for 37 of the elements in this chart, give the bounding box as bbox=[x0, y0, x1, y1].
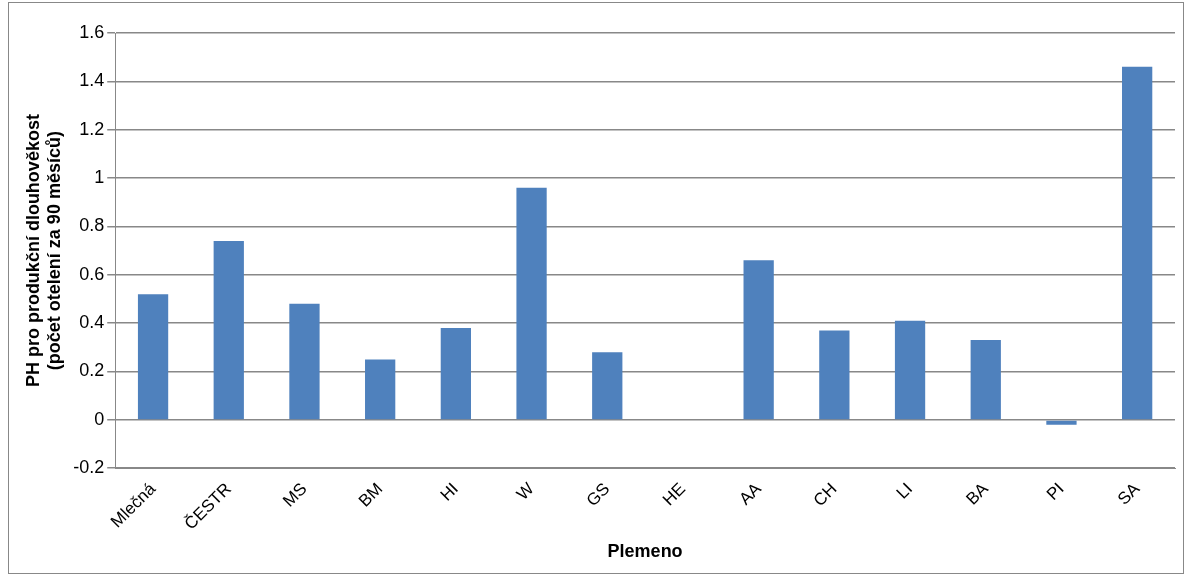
x-tick-label: SA bbox=[1113, 478, 1144, 509]
bar bbox=[1122, 66, 1153, 420]
bar bbox=[289, 303, 320, 420]
y-tick-label: 1.4 bbox=[79, 70, 105, 91]
y-axis-title: PH pro produkční dlouhověkost (počet otelení za 90 měsíců) bbox=[22, 114, 65, 388]
x-tick-label: BM bbox=[354, 479, 387, 511]
y-tick-label: 0.4 bbox=[79, 312, 105, 333]
y-tick-label: 1.2 bbox=[79, 118, 105, 139]
x-tick-label: CH bbox=[809, 479, 841, 510]
y-tick-label: 1 bbox=[94, 167, 105, 188]
bar bbox=[970, 340, 1001, 420]
bar bbox=[592, 352, 623, 420]
x-tick-label: W bbox=[512, 479, 538, 504]
y-tick-label: 0.8 bbox=[79, 215, 105, 236]
x-axis-title: Plemeno bbox=[607, 541, 683, 562]
y-tick-label: 1.6 bbox=[79, 21, 105, 42]
x-tick-label: HI bbox=[436, 479, 462, 505]
y-tick-label: -0.2 bbox=[73, 457, 105, 478]
x-tick-label: GS bbox=[582, 479, 614, 510]
x-tick-label: AA bbox=[735, 478, 766, 509]
bar bbox=[743, 260, 774, 420]
bar bbox=[1046, 420, 1077, 425]
bar bbox=[365, 359, 396, 420]
bar bbox=[440, 327, 471, 420]
y-tick-label: 0 bbox=[94, 408, 105, 429]
x-tick-label: BA bbox=[962, 478, 993, 509]
x-tick-label: HE bbox=[658, 479, 690, 510]
bar bbox=[213, 240, 244, 420]
x-tick-label: PI bbox=[1042, 479, 1068, 504]
y-tick-label: 0.2 bbox=[79, 360, 105, 381]
x-tick-label: MS bbox=[279, 479, 311, 511]
bar bbox=[137, 294, 169, 420]
bar bbox=[819, 330, 850, 420]
y-tick-label: 0.6 bbox=[79, 263, 105, 284]
x-tick-label: LI bbox=[892, 479, 917, 503]
bar bbox=[516, 187, 547, 420]
bar bbox=[894, 320, 926, 420]
